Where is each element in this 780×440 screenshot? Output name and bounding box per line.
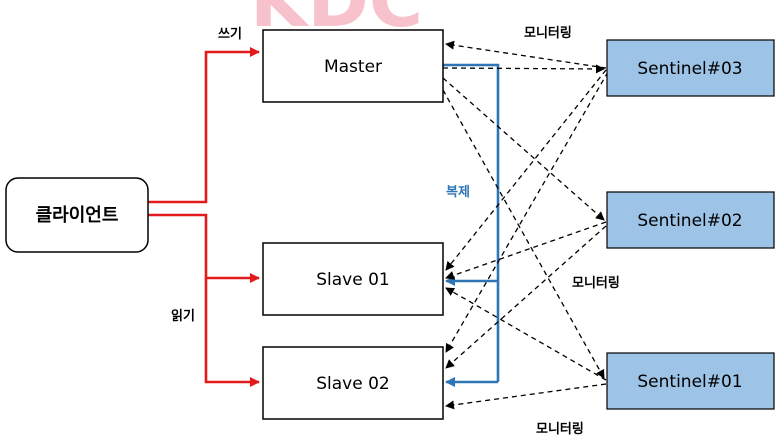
write-path — [148, 52, 259, 202]
master-to-s01 — [443, 90, 604, 378]
sentinel-01-label: Sentinel#01 — [637, 372, 742, 392]
sentinel-02-label: Sentinel#02 — [637, 211, 742, 231]
slave-01-label: Slave 01 — [316, 270, 390, 290]
read-path-slave-01 — [148, 215, 259, 278]
monitoring-label-bottom: 모니터링 — [536, 421, 584, 437]
read-path-slave-02 — [206, 278, 259, 382]
sentinel-node-03: Sentinel#03 — [607, 40, 774, 96]
s01-to-slave-01 — [446, 288, 606, 380]
s03-to-slave-01 — [446, 70, 606, 270]
client-node: 클라이언트 — [6, 178, 148, 252]
sentinel-node-02: Sentinel#02 — [607, 192, 774, 248]
s02-to-slave-02 — [446, 226, 606, 368]
sentinel-03-label: Sentinel#03 — [637, 59, 742, 79]
read-label: 읽기 — [171, 309, 195, 324]
monitoring-label-middle: 모니터링 — [572, 275, 620, 291]
sentinel-node-01: Sentinel#01 — [607, 353, 774, 409]
master-node: Master — [263, 30, 443, 102]
monitoring-lines — [443, 44, 608, 406]
slave-node-02: Slave 02 — [263, 347, 443, 419]
client-paths — [148, 52, 259, 382]
s03-to-slave-02 — [446, 72, 608, 352]
replication-label: 복제 — [446, 185, 470, 200]
slave-02-label: Slave 02 — [316, 374, 390, 394]
replication-paths — [443, 65, 498, 382]
replication-spine — [443, 65, 498, 382]
client-label: 클라이언트 — [36, 205, 119, 226]
write-label: 쓰기 — [218, 27, 242, 42]
master-label: Master — [324, 57, 382, 77]
s01-to-slave-02 — [446, 384, 606, 406]
slave-node-01: Slave 01 — [263, 243, 443, 315]
master-to-s03 — [443, 68, 604, 69]
s02-to-slave-01 — [446, 222, 606, 278]
monitoring-label-top: 모니터링 — [524, 25, 572, 41]
